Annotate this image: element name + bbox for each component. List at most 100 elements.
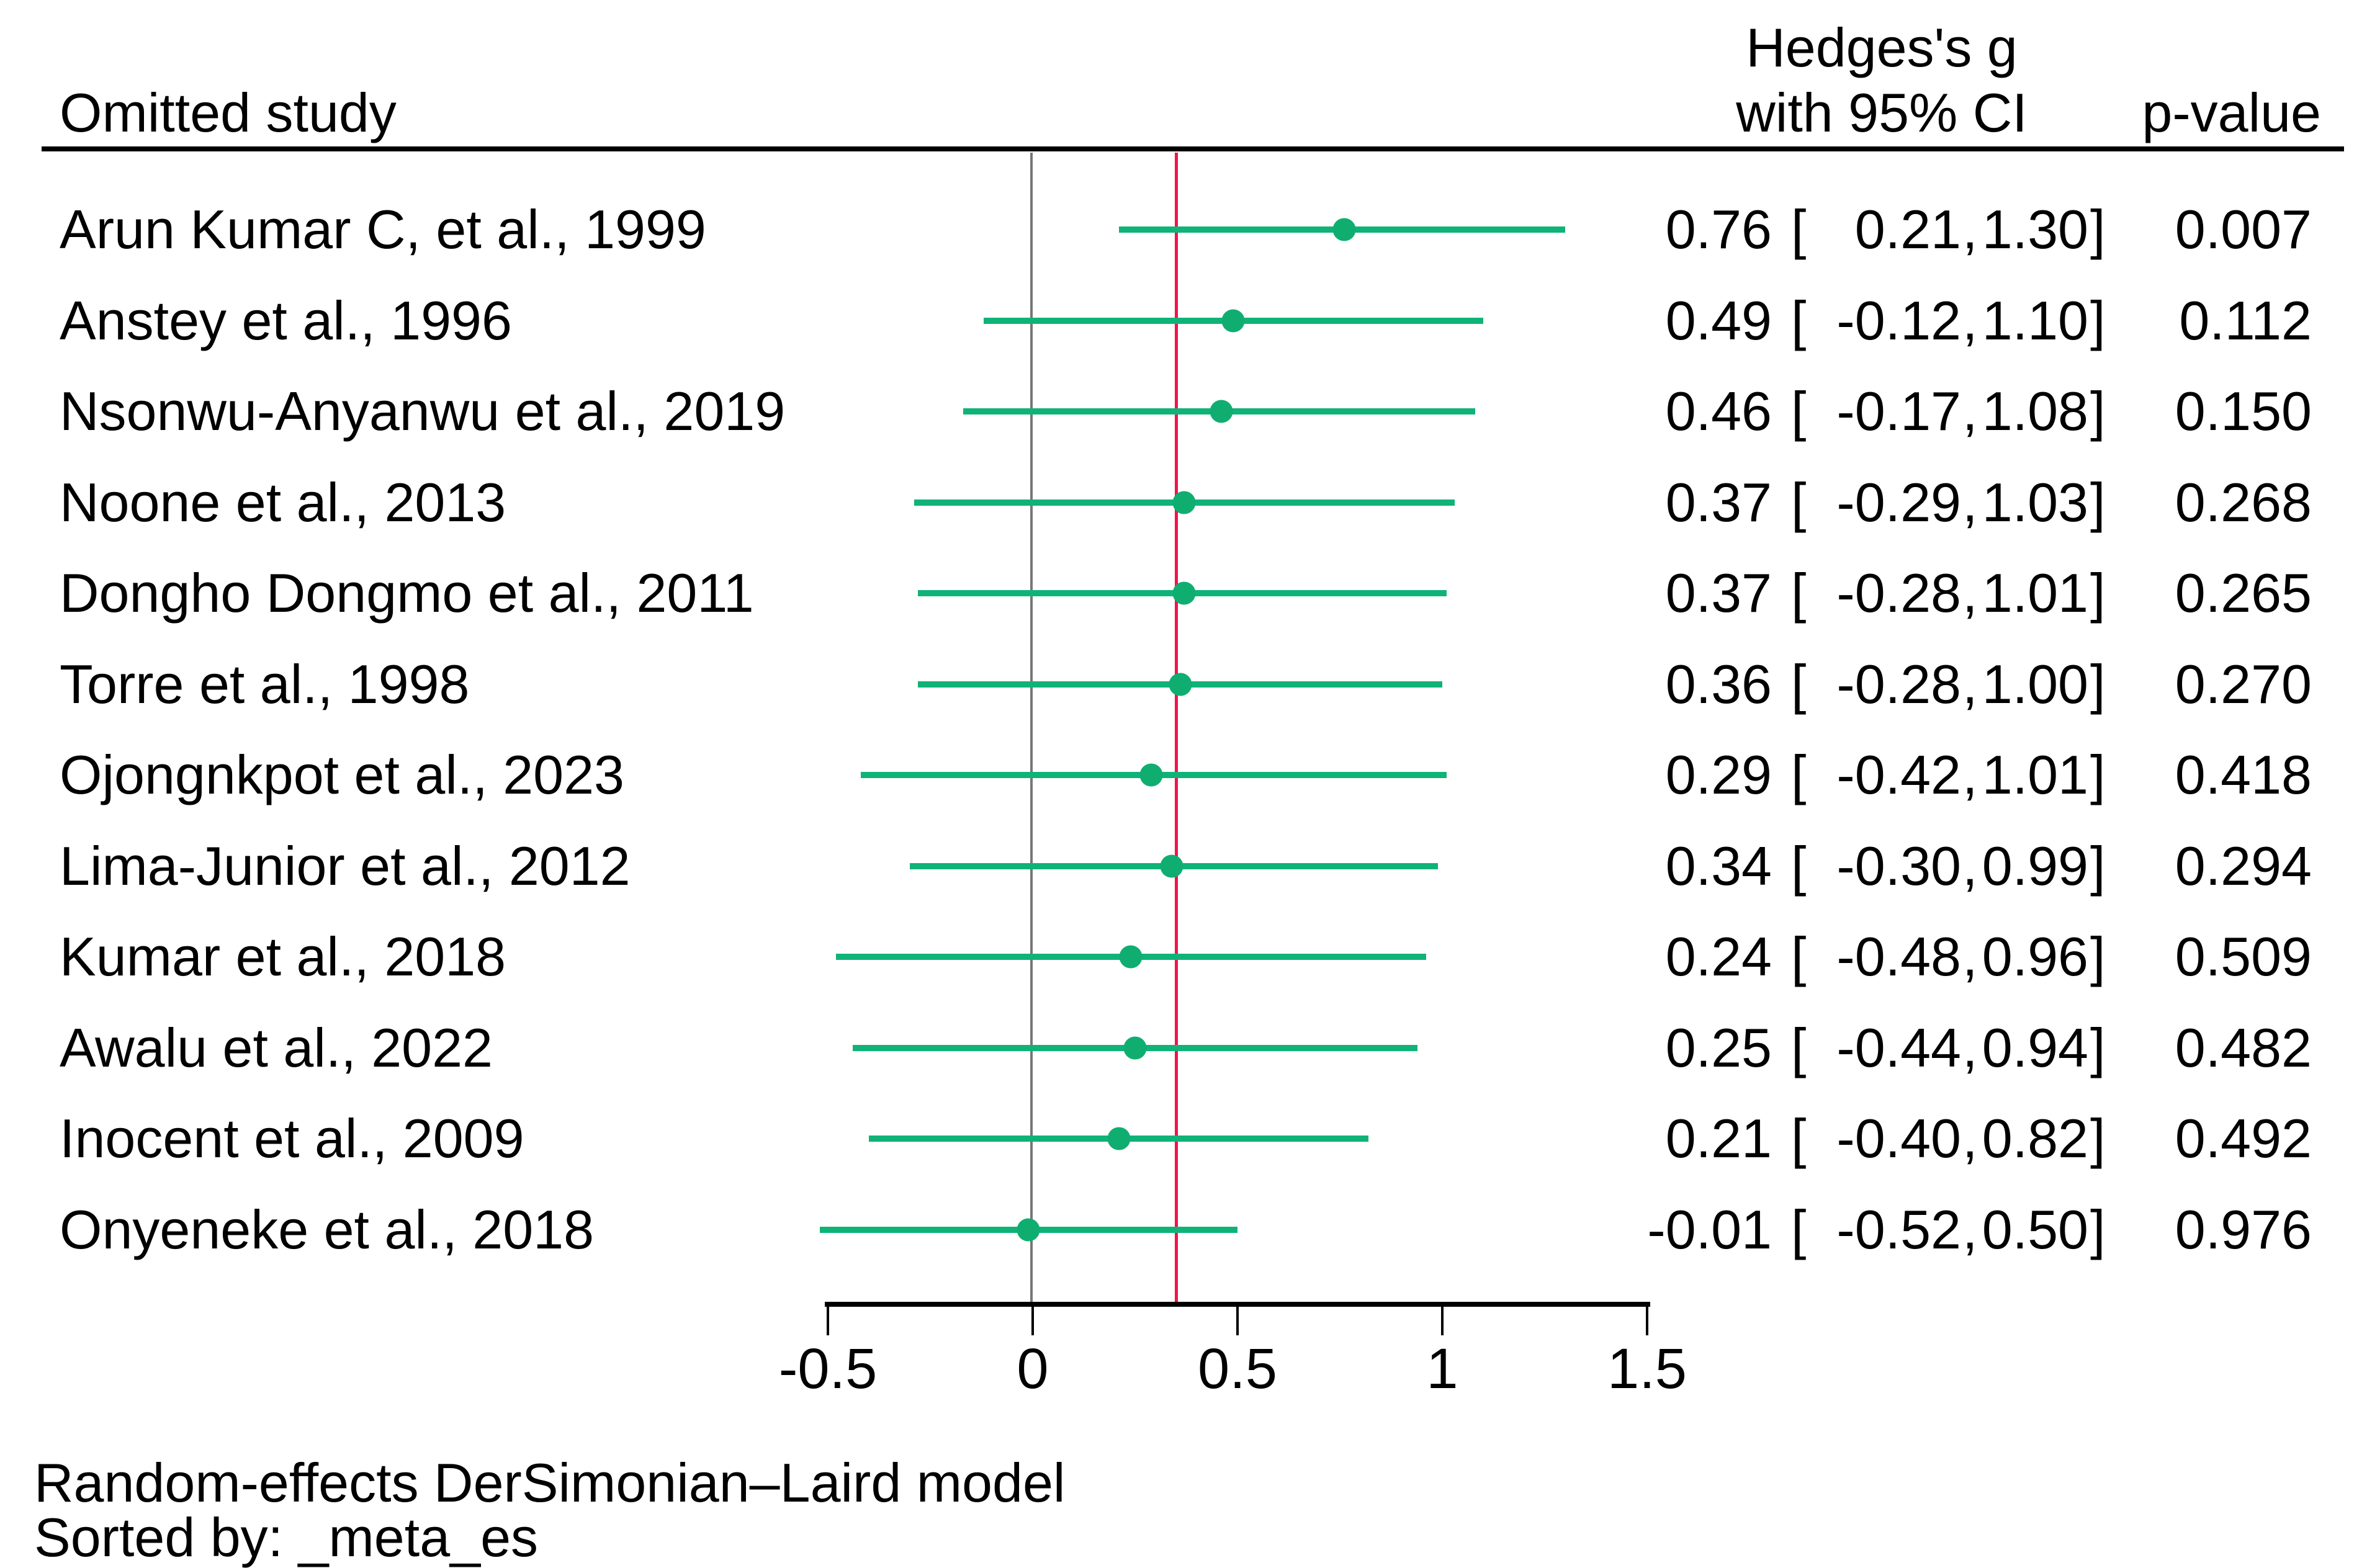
ci-comma: , — [1962, 380, 1978, 442]
ci-lower-value: -0.30 — [1836, 835, 1961, 897]
ci-lower-value: 0.21 — [1854, 199, 1961, 260]
study-row: Inocent et al., 2009 0.21 [-0.40, 0.82] 0.49… — [0, 1093, 2367, 1185]
ci-comma: , — [1962, 1016, 1978, 1078]
ci-close-bracket: ] — [2090, 1016, 2106, 1078]
ci-comma: , — [1962, 471, 1978, 533]
ci-open-bracket: [ — [1791, 835, 1807, 897]
ci-lower-value: -0.44 — [1836, 1016, 1961, 1078]
x-axis-tick — [1646, 1307, 1648, 1335]
ci-upper-value: 0.99 — [1982, 835, 2088, 897]
ci-close-bracket: ] — [2090, 380, 2106, 442]
x-axis-tick — [1441, 1307, 1444, 1335]
ci-upper-value: 1.00 — [1982, 653, 2088, 715]
ci-upper-value: 1.08 — [1982, 380, 2088, 442]
ci-close-bracket: ] — [2090, 199, 2106, 260]
ci-upper-value: 0.50 — [1982, 1198, 2088, 1260]
ci-open-bracket: [ — [1791, 471, 1807, 533]
effect-estimate-marker — [1119, 945, 1143, 969]
ci-comma: , — [1962, 1108, 1978, 1169]
ci-lower-value: -0.40 — [1836, 1108, 1961, 1169]
pooled-reference-line — [1175, 153, 1178, 1304]
effect-size-value: 0.21 — [1665, 1108, 1772, 1169]
effect-size-value: 0.36 — [1665, 653, 1772, 715]
ci-upper-value: 1.10 — [1982, 289, 2088, 351]
model-note: Random-effects DerSimonian–Laird model — [34, 1452, 1066, 1513]
effect-estimate-marker — [1160, 854, 1184, 877]
p-value: 0.112 — [2179, 289, 2312, 351]
ci-upper-value: 0.96 — [1982, 926, 2088, 987]
p-value: 0.976 — [2175, 1198, 2312, 1260]
p-value: 0.268 — [2175, 471, 2312, 533]
study-label: Lima-Junior et al., 2012 — [60, 835, 631, 897]
ci-lower-value: -0.29 — [1836, 471, 1961, 533]
study-row: Noone et al., 2013 0.37 [-0.29, 1.03] 0.268 — [0, 457, 2367, 549]
ci-comma: , — [1962, 926, 1978, 987]
study-row: Onyeneke et al., 2018 -0.01 [-0.52, 0.50] 0.… — [0, 1184, 2367, 1276]
study-label: Anstey et al., 1996 — [60, 289, 512, 351]
ci-lower-value: -0.28 — [1836, 653, 1961, 715]
effect-estimate-marker — [1107, 1127, 1131, 1150]
study-label: Ojongnkpot et al., 2023 — [60, 744, 624, 805]
ci-open-bracket: [ — [1791, 1016, 1807, 1078]
ci-lower-value: -0.52 — [1836, 1198, 1961, 1260]
effect-size-value: 0.37 — [1665, 562, 1772, 624]
x-axis-tick — [1031, 1307, 1034, 1335]
study-label: Kumar et al., 2018 — [60, 926, 506, 987]
effect-size-value: 0.29 — [1665, 744, 1772, 805]
study-row: Awalu et al., 2022 0.25 [-0.44, 0.94] 0.482 — [0, 1002, 2367, 1094]
ci-upper-value: 1.30 — [1982, 199, 2088, 260]
ci-close-bracket: ] — [2090, 289, 2106, 351]
effect-estimate-marker — [1221, 309, 1245, 332]
effect-size-value: 0.34 — [1665, 835, 1772, 897]
effect-estimate-marker — [1017, 1218, 1040, 1241]
p-value: 0.509 — [2175, 926, 2312, 987]
ci-close-bracket: ] — [2090, 653, 2106, 715]
ci-open-bracket: [ — [1791, 1108, 1807, 1169]
ci-comma: , — [1962, 199, 1978, 260]
p-value: 0.418 — [2175, 744, 2312, 805]
ci-close-bracket: ] — [2090, 562, 2106, 624]
effect-size-value: 0.24 — [1665, 926, 1772, 987]
sort-note: Sorted by: _meta_es — [34, 1507, 539, 1568]
p-value: 0.294 — [2175, 835, 2312, 897]
effect-size-value: 0.25 — [1665, 1016, 1772, 1078]
study-label: Nsonwu-Anyanwu et al., 2019 — [60, 380, 786, 442]
ci-lower-value: -0.48 — [1836, 926, 1961, 987]
p-value: 0.150 — [2175, 380, 2312, 442]
ci-close-bracket: ] — [2090, 1198, 2106, 1260]
ci-close-bracket: ] — [2090, 835, 2106, 897]
x-axis-tick-label: 1.5 — [1607, 1337, 1687, 1400]
ci-comma: , — [1962, 562, 1978, 624]
ci-comma: , — [1962, 835, 1978, 897]
column-header-effect-line2: with 95% CI — [1736, 82, 2028, 143]
effect-estimate-marker — [1123, 1036, 1147, 1059]
study-label: Torre et al., 1998 — [60, 653, 470, 715]
x-axis-line — [825, 1302, 1650, 1307]
zero-line — [1030, 153, 1033, 1304]
column-header-p-value: p-value — [2142, 82, 2321, 143]
study-row: Anstey et al., 1996 0.49 [-0.12, 1.10] 0.112 — [0, 275, 2367, 367]
study-row: Arun Kumar C, et al., 1999 0.76 [0.21, 1.30… — [0, 184, 2367, 276]
study-label: Inocent et al., 2009 — [60, 1108, 524, 1169]
ci-close-bracket: ] — [2090, 1108, 2106, 1169]
ci-open-bracket: [ — [1791, 199, 1807, 260]
ci-lower-value: -0.12 — [1836, 289, 1961, 351]
effect-estimate-marker — [1172, 491, 1196, 514]
p-value: 0.482 — [2175, 1016, 2312, 1078]
study-label: Arun Kumar C, et al., 1999 — [60, 199, 706, 260]
study-label: Awalu et al., 2022 — [60, 1016, 493, 1078]
x-axis-tick — [827, 1307, 829, 1335]
effect-size-value: 0.46 — [1665, 380, 1772, 442]
p-value: 0.007 — [2175, 199, 2312, 260]
column-header-effect-line1: Hedges's g — [1746, 17, 2018, 78]
effect-estimate-marker — [1169, 673, 1192, 696]
ci-open-bracket: [ — [1791, 562, 1807, 624]
ci-comma: , — [1962, 744, 1978, 805]
effect-size-value: -0.01 — [1647, 1198, 1772, 1260]
ci-upper-value: 1.03 — [1982, 471, 2088, 533]
ci-open-bracket: [ — [1791, 926, 1807, 987]
ci-open-bracket: [ — [1791, 1198, 1807, 1260]
study-row: Lima-Junior et al., 2012 0.34 [ -0.30, 0.99]… — [0, 820, 2367, 912]
study-row: Dongho Dongmo et al., 2011 0.37 [-0.28, 1.0… — [0, 547, 2367, 639]
